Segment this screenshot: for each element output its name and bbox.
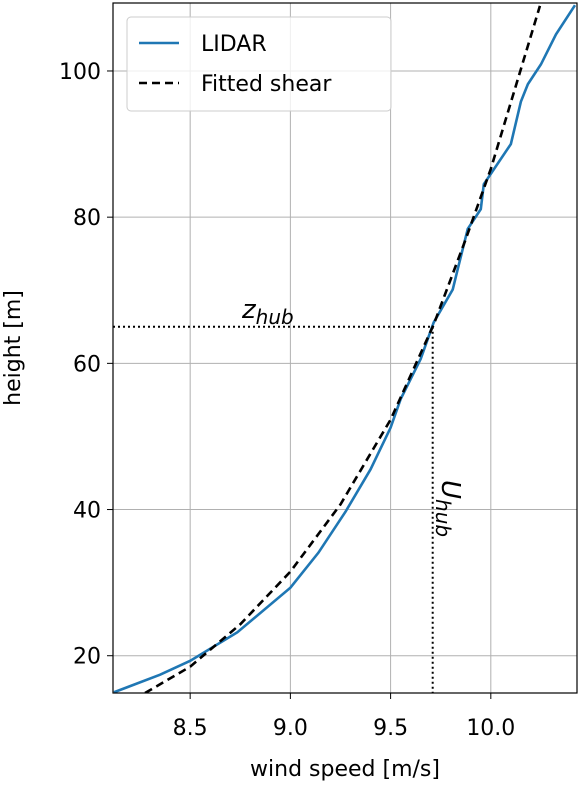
legend-label: Fitted shear (201, 72, 332, 97)
legend: LIDAR Fitted shear (126, 16, 392, 112)
series-line (144, 5, 542, 693)
ticks: 8.5 9.0 9.5 10.0 20 40 60 80 100 (59, 60, 515, 741)
plot-lines (113, 4, 577, 693)
x-tick-label: 8.5 (173, 716, 208, 741)
label-main: z (241, 295, 257, 325)
series-line (113, 4, 577, 693)
label-sub: hub (256, 305, 294, 329)
hub-height-label: zhub (241, 295, 294, 329)
y-tick-label: 60 (73, 352, 101, 377)
y-tick-label: 100 (59, 60, 101, 85)
plot-frame (112, 2, 578, 694)
x-axis-label: wind speed [m/s] (250, 757, 440, 782)
legend-label: LIDAR (201, 32, 267, 57)
x-tick-label: 10.0 (466, 716, 515, 741)
x-tick-label: 9.0 (273, 716, 308, 741)
y-axis-label: height [m] (1, 290, 26, 406)
y-tick-label: 80 (73, 206, 101, 231)
legend-box (126, 16, 392, 112)
y-tick-label: 20 (73, 645, 101, 670)
y-tick-label: 40 (73, 499, 101, 524)
x-tick-label: 9.5 (373, 716, 408, 741)
label-sub: hub (431, 499, 455, 537)
hub-speed-label: Uhub (431, 480, 465, 537)
label-main: U (435, 480, 465, 499)
